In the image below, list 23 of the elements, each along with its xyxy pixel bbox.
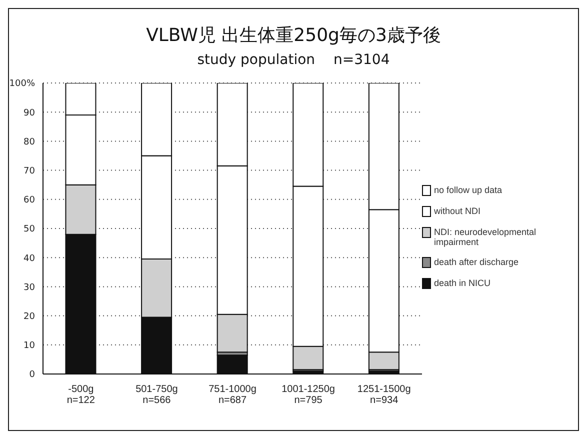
x-tick-label: 1251-1500g n=934 [357,384,411,406]
x-tick-label: 1001-1250g n=795 [282,384,335,406]
y-tick-label: 20 [24,312,36,322]
legend-label: NDI: neurodevelopmental impairment [434,226,538,246]
y-tick-label: 70 [24,166,36,176]
y-tick-label: 80 [24,137,36,148]
y-tick-label: 40 [24,254,36,264]
x-tick-label: 751-1000g n=687 [208,384,256,406]
chart-subtitle: study population n=3104 [196,51,391,69]
x-tick-label: -500g n=122 [66,384,96,406]
y-tick-label: 60 [24,196,36,206]
legend-label: without NDI [434,206,481,216]
y-tick-label: 30 [24,282,36,293]
y-tick-label: 10 [24,341,36,352]
y-tick-label: 0 [29,370,36,380]
x-tick-label: 501-750g n=566 [136,384,178,406]
chart-title: VLBW児 出生体重250g毎の3歳予後 [145,24,442,47]
legend-label: death after discharge [434,256,519,266]
legend-label: death in NICU [434,278,491,288]
y-tick-label: 50 [24,224,36,235]
y-tick-label: 90 [24,108,36,118]
y-tick-label: 100% [9,79,36,90]
legend-label: no follow up data [434,184,502,194]
